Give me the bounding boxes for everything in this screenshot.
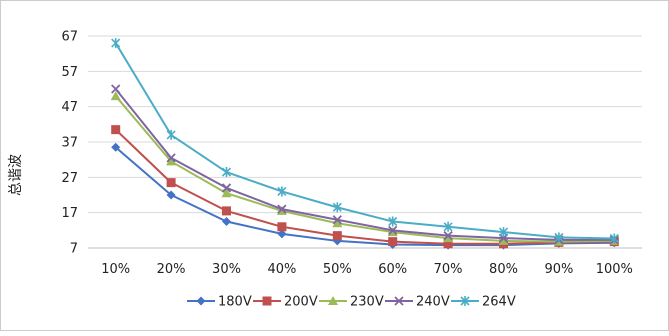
- data-point: [166, 153, 176, 163]
- legend-label: 180V: [218, 295, 252, 310]
- data-point: [332, 202, 342, 213]
- data-point: [332, 215, 342, 225]
- x-tick-label: 20%: [157, 262, 186, 277]
- data-point: [221, 167, 232, 178]
- data-point: [277, 229, 287, 239]
- x-tick-label: 100%: [596, 262, 633, 277]
- x-tick-label: 10%: [101, 262, 130, 277]
- data-point: [443, 233, 454, 243]
- series-264V: [111, 38, 619, 244]
- x-tick-label: 70%: [434, 262, 463, 277]
- legend-marker: [196, 296, 206, 306]
- x-tick-label: 80%: [489, 262, 518, 277]
- data-point: [111, 125, 121, 135]
- data-point: [110, 91, 121, 101]
- series-lines: [110, 38, 620, 250]
- data-point: [554, 232, 564, 243]
- series-line: [114, 42, 615, 240]
- y-tick-label: 17: [61, 206, 78, 221]
- y-tick-label: 7: [70, 242, 78, 257]
- data-point: [111, 142, 121, 152]
- y-tick-label: 47: [61, 100, 78, 115]
- x-tick-label: 30%: [212, 262, 241, 277]
- data-point: [111, 38, 121, 49]
- data-point: [222, 217, 231, 226]
- series-line: [115, 128, 615, 245]
- legend-label: 230V: [350, 295, 384, 310]
- series-line: [115, 146, 615, 247]
- data-point: [388, 237, 398, 247]
- legend-item: 200V: [253, 295, 318, 310]
- y-axis-label: 总谐波: [8, 154, 24, 196]
- series-line: [114, 88, 615, 241]
- data-point: [277, 204, 287, 214]
- data-point: [388, 225, 398, 235]
- x-tick-label: 50%: [323, 262, 352, 277]
- x-tick-label: 40%: [267, 262, 296, 277]
- data-point: [332, 231, 342, 241]
- data-point: [443, 230, 453, 241]
- data-point: [498, 235, 509, 245]
- y-axis-ticks: 67 57 47 37 27 17 7: [61, 30, 78, 257]
- data-point: [277, 222, 287, 232]
- legend-label: 264V: [482, 295, 516, 310]
- legend-label: 200V: [284, 295, 318, 310]
- data-point: [166, 156, 177, 166]
- series-line: [114, 95, 615, 243]
- legend: 180V 200V 230V 240V 264V: [187, 295, 516, 310]
- legend-marker: [262, 296, 272, 306]
- x-axis-ticks: 10% 20% 30% 40% 50% 60% 70% 80% 90% 100%: [101, 262, 633, 277]
- data-point: [609, 233, 619, 244]
- legend-item: 230V: [319, 295, 384, 310]
- legend-item: 264V: [451, 295, 516, 310]
- legend-item: 180V: [187, 295, 252, 310]
- data-point: [166, 129, 176, 140]
- data-point: [222, 206, 231, 216]
- y-tick-label: 57: [61, 65, 78, 80]
- y-tick-label: 67: [61, 30, 78, 45]
- y-tick-label: 27: [61, 171, 78, 186]
- legend-marker: [328, 296, 338, 305]
- data-point: [166, 178, 176, 188]
- data-point: [332, 218, 343, 228]
- y-tick-label: 37: [61, 136, 78, 151]
- data-point: [277, 186, 287, 197]
- data-point: [443, 221, 453, 232]
- legend-label: 240V: [416, 295, 450, 310]
- x-tick-label: 60%: [378, 262, 407, 277]
- data-point: [388, 216, 398, 227]
- legend-item: 240V: [385, 295, 450, 310]
- data-point: [221, 188, 232, 198]
- data-point: [111, 84, 121, 94]
- legend-marker: [460, 296, 470, 306]
- data-point: [498, 227, 509, 238]
- data-point: [443, 239, 453, 249]
- legend-marker: [394, 296, 404, 306]
- x-tick-label: 90%: [544, 262, 573, 277]
- data-point: [221, 183, 232, 193]
- data-point: [166, 190, 176, 200]
